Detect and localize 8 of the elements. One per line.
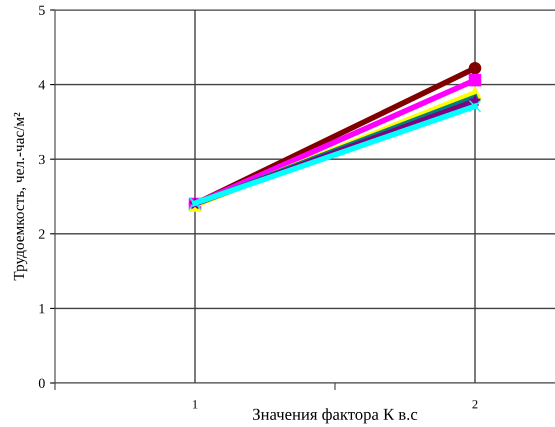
y-tick-label: 2 [38,229,45,239]
y-tick-label: 3 [38,154,45,164]
y-tick-label: 0 [38,378,45,388]
y-tick-label: 1 [40,304,44,314]
y-tick-label: 5 [39,6,45,15]
y-tick-label: 4 [38,80,46,90]
y-axis-title: Трудоемкость, чел.-час/м² [14,112,28,280]
x-axis-title: Значения фактора К в.с [253,408,418,424]
